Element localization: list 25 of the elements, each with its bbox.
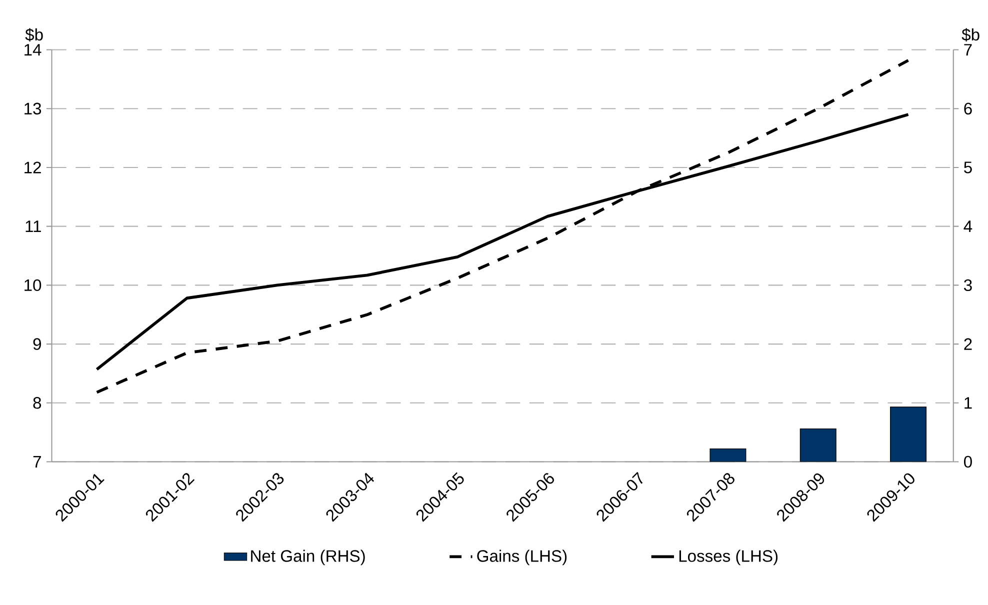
y2-tick-label: 6 — [964, 102, 972, 114]
y2-tick-label: 0 — [964, 456, 972, 468]
y-tick-label: 9 — [33, 338, 41, 350]
y-tick-label: 11 — [26, 220, 41, 232]
legend-label: Losses (LHS) — [679, 550, 778, 566]
y2-tick-label: 4 — [964, 220, 972, 232]
y2-tick-label: 5 — [964, 162, 972, 174]
line-series — [95, 58, 910, 394]
y2-tick-label: 1 — [964, 397, 972, 409]
y-tick-label: 8 — [33, 397, 42, 409]
y2-axis-title: $b — [962, 28, 980, 42]
bar — [800, 428, 836, 462]
y-tick-label: 10 — [24, 279, 42, 292]
legend-label: Net Gain (RHS) — [251, 550, 365, 566]
legend-label: Gains (LHS) — [477, 550, 567, 566]
y-tick-label: 7 — [33, 456, 41, 468]
y2-tick-label: 2 — [964, 338, 972, 350]
y-axis-title: $b — [25, 28, 43, 42]
y2-tick-label: 3 — [964, 279, 972, 292]
bar — [890, 406, 927, 462]
y-tick-label: 13 — [24, 102, 42, 114]
y-tick-label: 14 — [24, 44, 42, 56]
y-tick-label: 12 — [24, 162, 41, 174]
y2-tick-label: 7 — [964, 44, 972, 56]
bar — [710, 448, 746, 462]
